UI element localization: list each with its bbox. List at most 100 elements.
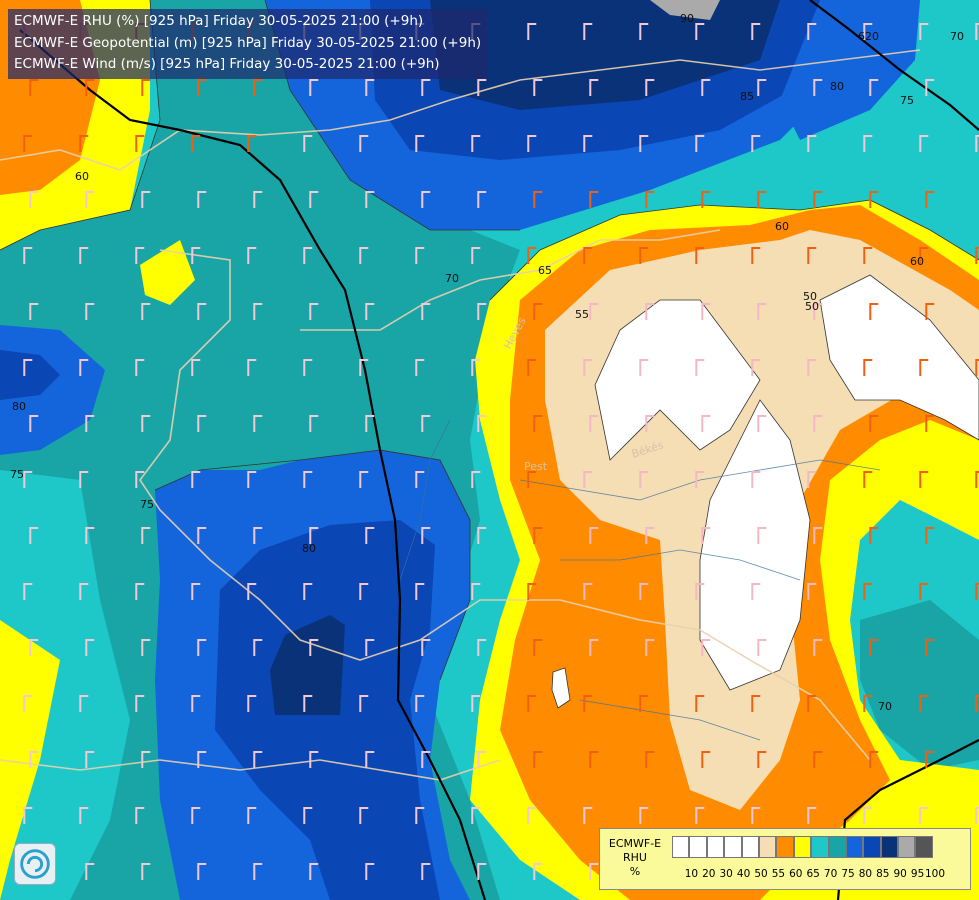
wind-barb [477,415,487,432]
wind-barb [85,527,95,544]
wind-barb [975,23,979,40]
wind-barb [23,583,33,600]
wind-barb [79,807,89,824]
wind-barb [421,639,431,656]
wind-barb [757,303,767,320]
wind-barb [191,471,201,488]
wind-barb [701,527,711,544]
wind-barb [253,191,263,208]
wind-barb [925,191,935,208]
wind-barb [23,135,33,152]
wind-barb [863,247,873,264]
wind-barb [471,695,481,712]
wind-barb [925,751,935,768]
wind-barb [85,751,95,768]
wind-barb [701,79,711,96]
wind-barb [645,303,655,320]
wind-barb [589,191,599,208]
wind-barb [421,863,431,880]
wind-barb [919,471,929,488]
wind-barb [415,359,425,376]
wind-barb [757,191,767,208]
wind-barb [303,359,313,376]
wind-barb [807,247,817,264]
wind-barb [645,191,655,208]
wind-barb [359,807,369,824]
wind-barb [247,695,257,712]
color-legend: ECMWF-E RHU % 10 20 30 40 50 55 60 65 70 75 80 85 90… [599,828,971,890]
legend-tick-label: 65 [806,868,820,880]
wind-barb [813,415,823,432]
wind-barb [925,79,935,96]
legend-swatch [880,836,899,858]
wind-barb [533,751,543,768]
wind-barb [813,191,823,208]
wind-barb [695,359,705,376]
wind-barb [365,527,375,544]
wind-barb [589,527,599,544]
contour-label: 60 [75,170,89,183]
wind-barb [807,807,817,824]
wind-barb [135,807,145,824]
wind-barb [639,583,649,600]
legend-swatch [724,836,742,858]
wind-barb [471,807,481,824]
wind-barb [975,695,979,712]
wind-barb [253,527,263,544]
wind-barb [751,471,761,488]
wind-barb [309,751,319,768]
wind-barb [365,639,375,656]
wind-barb [589,639,599,656]
wind-barb [29,79,39,96]
wind-barb [253,751,263,768]
wind-barb [639,471,649,488]
contour-label: 60 [910,255,924,268]
wind-barb [975,359,979,376]
legend-swatch [758,836,777,858]
legend-swatches [672,836,933,858]
wind-barb [701,191,711,208]
wind-barb [975,471,979,488]
wind-barb [135,471,145,488]
wind-barb [639,807,649,824]
wind-barb [527,247,537,264]
wind-barb [925,303,935,320]
wind-barb [365,79,375,96]
wind-barb [309,191,319,208]
wind-barb [141,191,151,208]
wind-barb [141,79,151,96]
legend-unit: % [629,865,641,878]
wind-barb [141,415,151,432]
wind-barb [869,79,879,96]
wind-barb [477,191,487,208]
contour-label: 65 [538,264,552,277]
wind-barb [197,639,207,656]
wind-barb [869,751,879,768]
wind-barb [303,583,313,600]
contour-label: 80 [830,80,844,93]
wind-barb [533,191,543,208]
legend-swatch [706,836,725,858]
wind-barb [695,807,705,824]
wind-barb [23,695,33,712]
wind-barb [583,247,593,264]
wind-barb [477,79,487,96]
wind-barb [29,415,39,432]
legend-tick-label: 75 [841,868,855,880]
wind-barb [645,751,655,768]
wind-barb [807,471,817,488]
wind-barb [527,135,537,152]
wind-barb [135,359,145,376]
wind-barb [29,639,39,656]
legend-model: ECMWF-E [608,837,662,850]
legend-tick-label: 70 [823,868,838,880]
wind-barb [303,135,313,152]
wind-barb [751,247,761,264]
wind-barb [863,807,873,824]
wind-barb [79,583,89,600]
wind-barb [813,303,823,320]
wind-barb [807,23,817,40]
wind-barb [471,135,481,152]
wind-barb [751,23,761,40]
legend-tick-label: 55 [771,868,786,880]
